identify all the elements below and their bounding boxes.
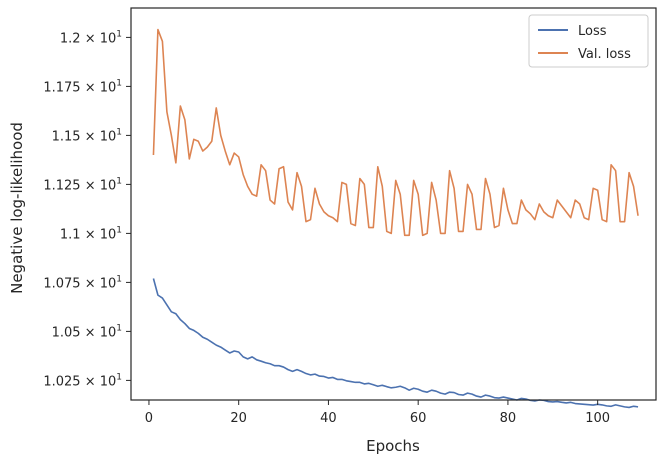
x-tick-label: 0: [145, 411, 153, 426]
x-tick-label: 20: [230, 411, 247, 426]
legend-label-val-loss: Val. loss: [578, 47, 631, 62]
y-axis: 1.025 × 101 1.05 × 101 1.075 × 101 1.1 × 10…: [43, 29, 131, 389]
x-axis-title: Epochs: [366, 437, 420, 455]
y-tick-label: 1.05 × 101: [52, 323, 122, 340]
y-tick-label: 1.175 × 101: [43, 78, 122, 95]
series-lines: [152, 28, 639, 409]
y-tick-label: 1.125 × 101: [43, 176, 122, 193]
x-axis: 0 20 40 60 80 100: [145, 400, 610, 426]
y-tick-label: 1.075 × 101: [43, 274, 122, 291]
x-tick-label: 40: [320, 411, 337, 426]
series-line-loss: [152, 278, 639, 409]
legend-label-loss: Loss: [578, 24, 607, 39]
y-tick-label: 1.1 × 101: [60, 225, 122, 242]
x-tick-label: 60: [410, 411, 427, 426]
y-axis-title: Negative log-likelihood: [8, 122, 26, 294]
y-tick-label: 1.025 × 101: [43, 372, 122, 389]
y-tick-label: 1.2 × 101: [60, 29, 122, 46]
y-tick-label: 1.15 × 101: [52, 127, 122, 144]
x-tick-label: 80: [500, 411, 517, 426]
plot-area: [130, 7, 657, 409]
plot-frame: [130, 7, 657, 401]
legend: Loss Val. loss: [528, 14, 649, 68]
series-line-val-loss: [152, 28, 639, 237]
x-tick-label: 100: [585, 411, 610, 426]
